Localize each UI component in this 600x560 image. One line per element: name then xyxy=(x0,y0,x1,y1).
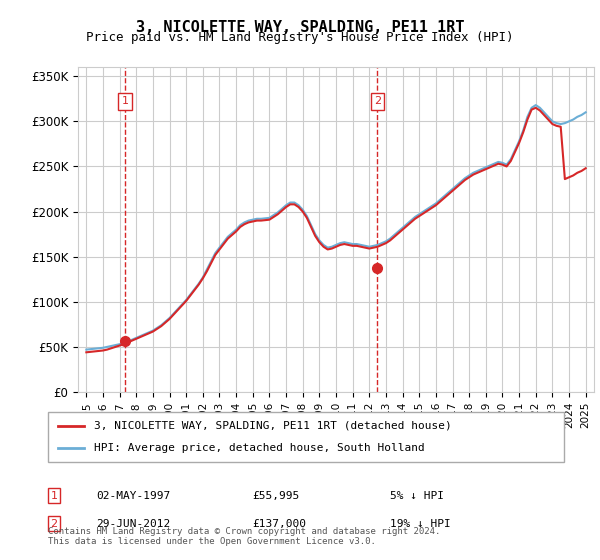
Text: 2: 2 xyxy=(50,519,58,529)
Text: 3, NICOLETTE WAY, SPALDING, PE11 1RT: 3, NICOLETTE WAY, SPALDING, PE11 1RT xyxy=(136,20,464,35)
Text: 29-JUN-2012: 29-JUN-2012 xyxy=(96,519,170,529)
Text: 3, NICOLETTE WAY, SPALDING, PE11 1RT (detached house): 3, NICOLETTE WAY, SPALDING, PE11 1RT (de… xyxy=(94,421,452,431)
Text: 1: 1 xyxy=(122,96,128,106)
Text: 2: 2 xyxy=(374,96,381,106)
Text: Contains HM Land Registry data © Crown copyright and database right 2024.
This d: Contains HM Land Registry data © Crown c… xyxy=(48,526,440,546)
FancyBboxPatch shape xyxy=(48,412,564,462)
Text: 19% ↓ HPI: 19% ↓ HPI xyxy=(390,519,451,529)
Text: £137,000: £137,000 xyxy=(252,519,306,529)
Text: Price paid vs. HM Land Registry's House Price Index (HPI): Price paid vs. HM Land Registry's House … xyxy=(86,31,514,44)
Text: 1: 1 xyxy=(50,491,58,501)
Text: 02-MAY-1997: 02-MAY-1997 xyxy=(96,491,170,501)
Text: 5% ↓ HPI: 5% ↓ HPI xyxy=(390,491,444,501)
Text: HPI: Average price, detached house, South Holland: HPI: Average price, detached house, Sout… xyxy=(94,443,425,453)
Text: £55,995: £55,995 xyxy=(252,491,299,501)
